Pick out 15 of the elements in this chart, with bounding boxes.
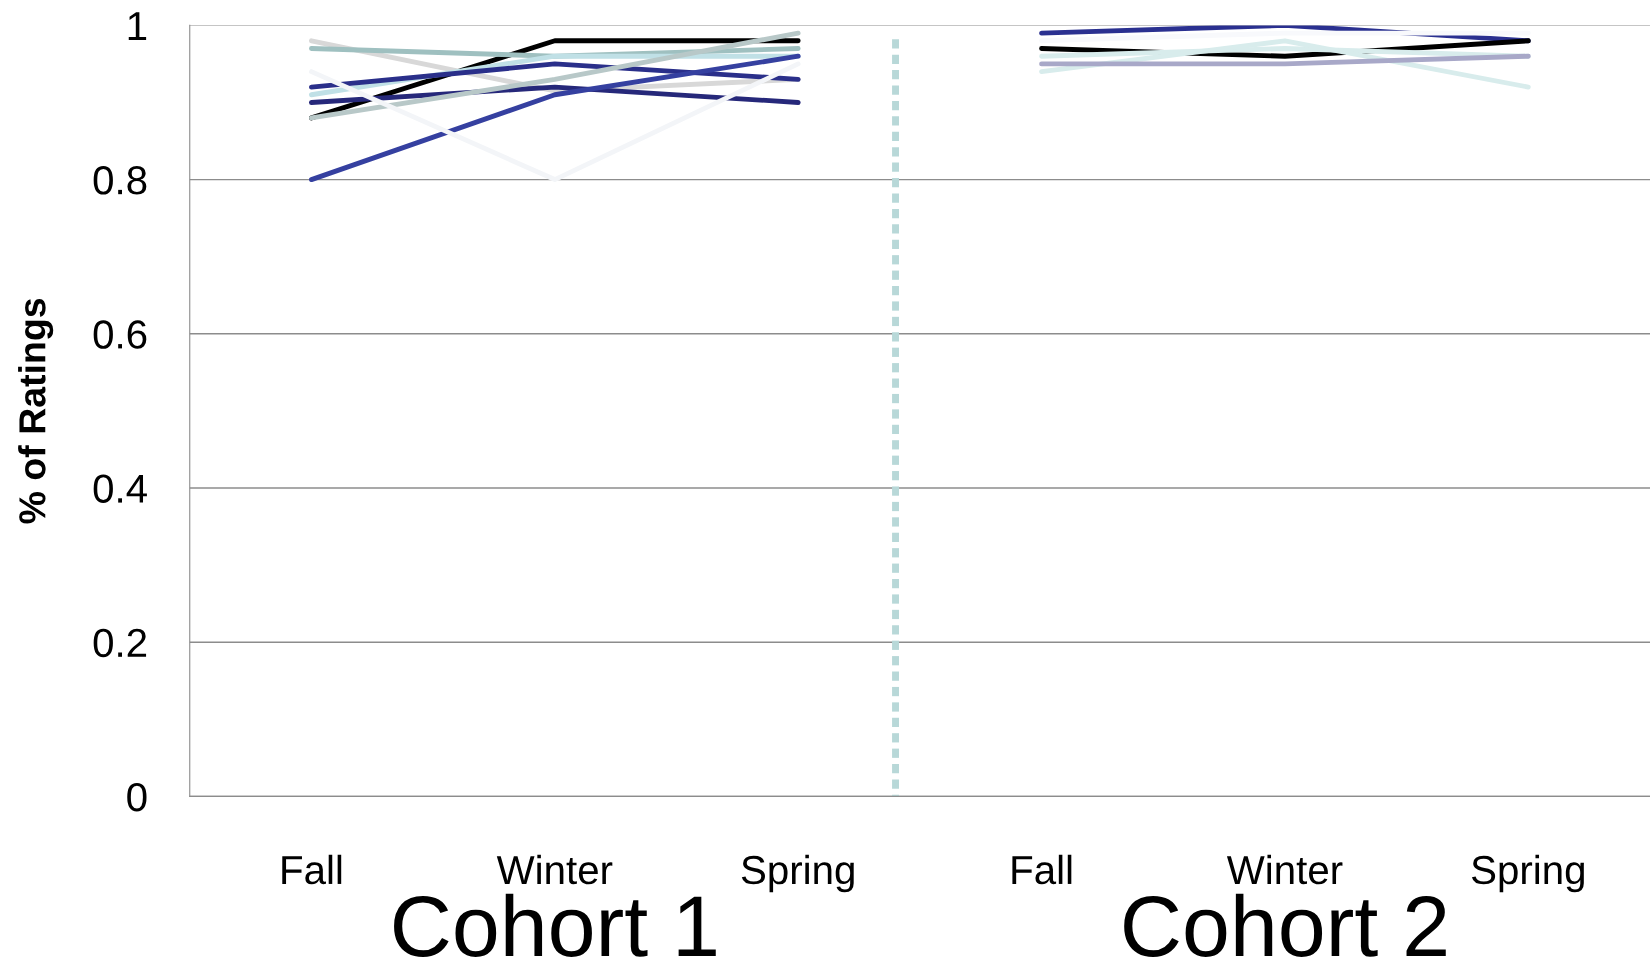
y-tick-label: 0 — [127, 782, 147, 812]
text: Cohort 2 — [1124, 893, 1446, 957]
y-tick-label: 0.2 — [93, 628, 147, 658]
y-tick-label: 0.8 — [93, 166, 147, 195]
x-tick-label: Spring — [741, 854, 854, 893]
text: Cohort 1 — [394, 893, 716, 957]
x-tick-label: Winter — [1226, 854, 1343, 885]
y-tick-label: 0.6 — [93, 320, 147, 349]
y-tick-label: 0.4 — [93, 474, 147, 503]
x-tick-label: Spring — [1471, 854, 1584, 893]
x-tick-label: Winter — [496, 854, 613, 885]
x-tick-label: Fall — [282, 854, 342, 885]
y-tick-label: 1 — [128, 12, 147, 40]
y-axis-title: % of Ratings — [18, 298, 54, 524]
x-tick-label: Fall — [1012, 854, 1072, 885]
